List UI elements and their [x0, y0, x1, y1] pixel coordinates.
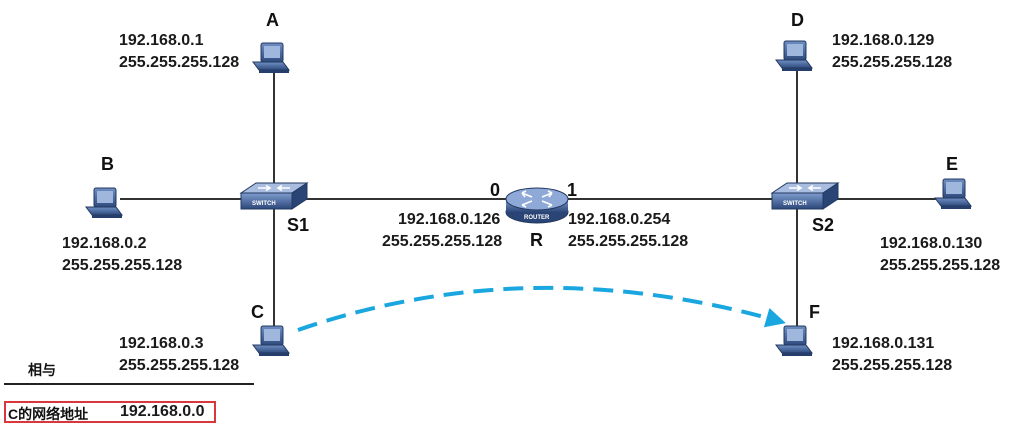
- host-d-icon: [775, 40, 813, 72]
- router-port1-mask: 255.255.255.128: [568, 233, 689, 250]
- host-f-mask: 255.255.255.128: [832, 357, 953, 374]
- router-port1-ip: 192.168.0.254: [568, 211, 671, 228]
- host-a-ip: 192.168.0.1: [119, 32, 204, 49]
- host-f-icon: [775, 325, 813, 357]
- host-f-name: F: [809, 302, 820, 322]
- host-b-icon: [85, 187, 123, 219]
- host-e-icon: [934, 178, 972, 210]
- host-c-name: C: [251, 302, 264, 322]
- host-d-mask: 255.255.255.128: [832, 54, 953, 71]
- host-e-mask: 255.255.255.128: [880, 257, 1001, 274]
- host-a-mask: 255.255.255.128: [119, 54, 240, 71]
- router-port0-ip: 192.168.0.126: [398, 211, 501, 228]
- host-c-ip: 192.168.0.3: [119, 335, 204, 352]
- switch-s1-name: S1: [287, 215, 310, 235]
- calc-result-value: 192.168.0.0: [120, 403, 205, 420]
- router-port-1: 1: [567, 180, 578, 200]
- router-r-icon: ROUTER: [505, 187, 569, 224]
- switch-s2-badge: SWITCH: [783, 201, 807, 207]
- switch-s2-icon: SWITCH: [770, 182, 840, 210]
- host-b-mask: 255.255.255.128: [62, 257, 183, 274]
- host-e-name: E: [946, 154, 959, 174]
- switch-s1-badge: SWITCH: [252, 201, 276, 207]
- router-port0-mask: 255.255.255.128: [382, 233, 503, 250]
- host-e-ip: 192.168.0.130: [880, 235, 983, 252]
- dashed-arrow-c-to-f: [297, 285, 786, 332]
- calc-op-label: 相与: [28, 362, 56, 378]
- host-b-name: B: [101, 154, 114, 174]
- host-d-ip: 192.168.0.129: [832, 32, 935, 49]
- router-badge: ROUTER: [524, 215, 550, 221]
- host-b-ip: 192.168.0.2: [62, 235, 147, 252]
- host-c-icon: [252, 325, 290, 357]
- router-port-0: 0: [490, 180, 501, 200]
- host-a-name: A: [266, 10, 279, 30]
- switch-s2-name: S2: [812, 215, 835, 235]
- switch-s1-icon: SWITCH: [239, 182, 309, 210]
- router-name: R: [530, 230, 543, 250]
- calc-result-label: C的网络地址: [8, 406, 89, 422]
- host-c-mask: 255.255.255.128: [119, 357, 240, 374]
- host-f-ip: 192.168.0.131: [832, 335, 935, 352]
- calc-result-box: [4, 401, 216, 423]
- host-a-icon: [252, 42, 290, 74]
- host-d-name: D: [791, 10, 804, 30]
